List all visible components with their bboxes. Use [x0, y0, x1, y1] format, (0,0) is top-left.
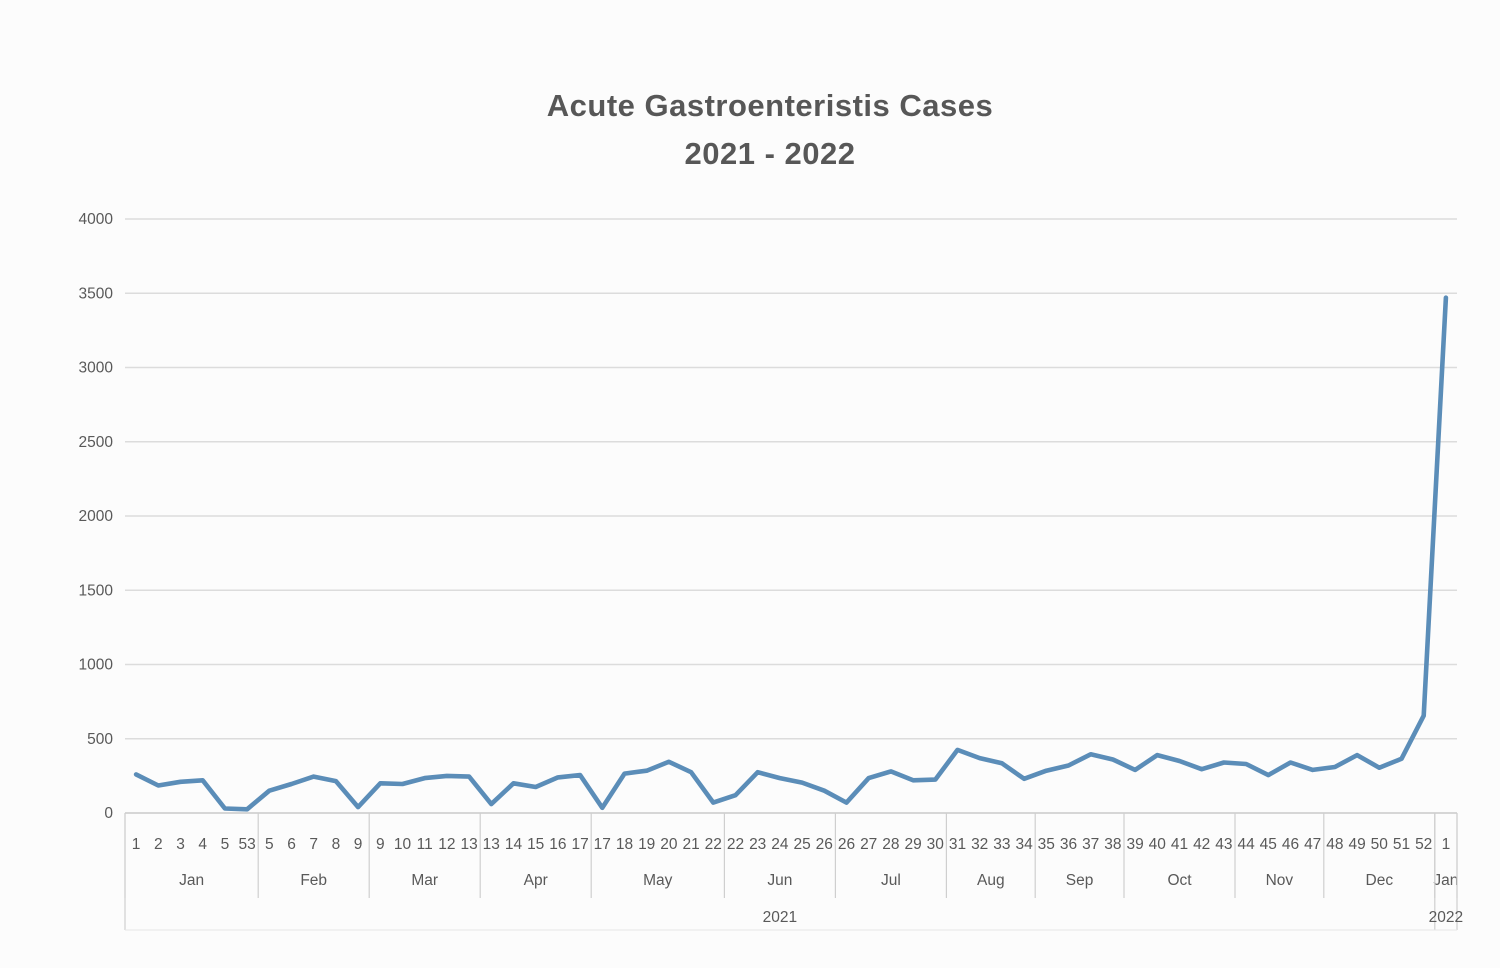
week-tick-label: 49	[1348, 836, 1365, 853]
month-label: Jan	[1433, 872, 1458, 889]
week-tick-label: 28	[882, 836, 899, 853]
y-axis-tick-label: 1500	[79, 582, 114, 599]
month-label: Mar	[411, 872, 438, 889]
week-tick-label: 25	[793, 836, 810, 853]
month-label: Feb	[300, 872, 327, 889]
month-label: May	[643, 872, 673, 889]
week-tick-label: 46	[1282, 836, 1299, 853]
week-tick-label: 40	[1149, 836, 1167, 853]
week-tick-label: 13	[460, 836, 477, 853]
y-axis-tick-label: 0	[104, 805, 113, 822]
week-tick-label: 4	[198, 836, 207, 853]
data-line-series	[133, 295, 1449, 812]
month-label: Oct	[1167, 872, 1192, 889]
y-axis-tick-label: 1000	[79, 657, 114, 674]
week-tick-label: 7	[309, 836, 318, 853]
week-tick-label: 36	[1060, 836, 1077, 853]
week-tick-label: 10	[394, 836, 412, 853]
week-tick-label: 6	[287, 836, 296, 853]
month-label: Sep	[1066, 872, 1094, 889]
chart-title: Acute Gastroenteristis Cases	[546, 88, 994, 123]
chart-title-block: Acute Gastroenteristis Cases 2021 - 2022	[125, 88, 1415, 172]
week-tick-label: 27	[860, 836, 877, 853]
y-axis-tick-label: 3000	[79, 360, 114, 377]
week-tick-label: 37	[1082, 836, 1099, 853]
y-axis-tick-label: 3500	[79, 285, 114, 302]
y-axis-tick-label: 2500	[79, 434, 114, 451]
week-tick-label: 52	[1415, 836, 1432, 853]
week-tick-label: 21	[682, 836, 699, 853]
week-tick-label: 38	[1104, 836, 1121, 853]
week-tick-label: 53	[238, 836, 255, 853]
week-tick-label: 17	[571, 836, 588, 853]
y-axis-tick-label: 4000	[79, 211, 114, 228]
month-label: Jun	[767, 872, 792, 889]
week-tick-label: 39	[1126, 836, 1143, 853]
y-axis-tick-label: 500	[87, 731, 113, 748]
week-tick-label: 35	[1038, 836, 1055, 853]
week-tick-label: 2	[154, 836, 163, 853]
week-tick-label: 34	[1015, 836, 1033, 853]
week-tick-label: 17	[594, 836, 611, 853]
week-tick-label: 13	[483, 836, 500, 853]
year-label: 2022	[1429, 909, 1463, 926]
month-label: Jul	[881, 872, 901, 889]
week-tick-label: 44	[1237, 836, 1255, 853]
week-tick-label: 19	[638, 836, 655, 853]
week-tick-label: 8	[332, 836, 341, 853]
month-label: Nov	[1266, 872, 1294, 889]
week-tick-label: 43	[1215, 836, 1232, 853]
week-tick-label: 30	[927, 836, 945, 853]
week-tick-label: 14	[505, 836, 523, 853]
week-tick-label: 47	[1304, 836, 1321, 853]
week-tick-label: 32	[971, 836, 988, 853]
month-label: Apr	[524, 872, 548, 889]
week-tick-label: 33	[993, 836, 1010, 853]
week-tick-label: 11	[417, 836, 433, 853]
week-tick-label: 1	[132, 836, 141, 853]
week-tick-label: 1	[1442, 836, 1451, 853]
y-axis-tick-label: 2000	[79, 508, 114, 525]
month-label: Aug	[977, 872, 1005, 889]
week-tick-label: 16	[549, 836, 566, 853]
week-tick-label: 26	[816, 836, 833, 853]
week-tick-label: 5	[265, 836, 274, 853]
month-label: Jan	[179, 872, 204, 889]
week-tick-label: 31	[949, 836, 966, 853]
week-tick-label: 22	[705, 836, 722, 853]
week-tick-label: 41	[1171, 836, 1188, 853]
week-tick-label: 24	[771, 836, 789, 853]
week-tick-label: 9	[354, 836, 363, 853]
week-tick-label: 22	[727, 836, 744, 853]
week-tick-label: 48	[1326, 836, 1343, 853]
week-tick-label: 45	[1260, 836, 1277, 853]
week-tick-label: 18	[616, 836, 633, 853]
week-tick-label: 12	[438, 836, 455, 853]
week-tick-label: 29	[904, 836, 921, 853]
week-tick-label: 42	[1193, 836, 1210, 853]
week-tick-label: 50	[1371, 836, 1389, 853]
week-tick-label: 5	[221, 836, 230, 853]
week-tick-label: 20	[660, 836, 678, 853]
month-label: Dec	[1366, 872, 1394, 889]
week-tick-label: 23	[749, 836, 766, 853]
week-tick-label: 3	[176, 836, 185, 853]
chart-subtitle: 2021 - 2022	[684, 136, 856, 171]
week-tick-label: 9	[376, 836, 385, 853]
year-label: 2021	[763, 909, 797, 926]
week-tick-label: 15	[527, 836, 544, 853]
week-tick-label: 51	[1393, 836, 1410, 853]
week-tick-label: 26	[838, 836, 855, 853]
